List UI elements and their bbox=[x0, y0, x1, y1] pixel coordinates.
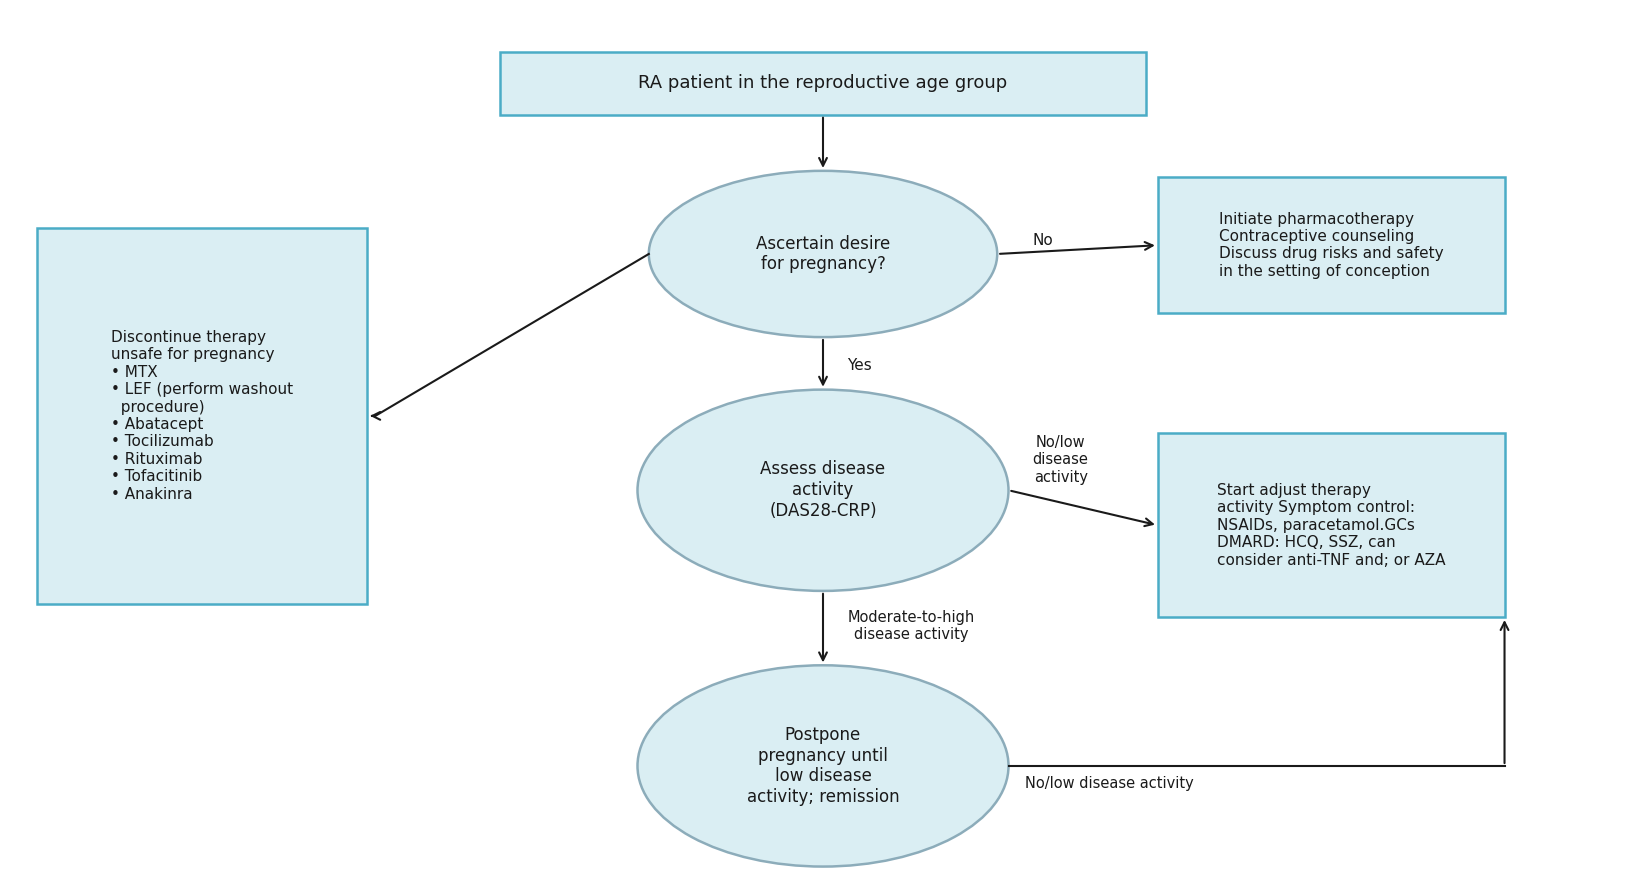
Text: No/low disease activity: No/low disease activity bbox=[1024, 776, 1193, 791]
FancyBboxPatch shape bbox=[1157, 433, 1504, 617]
Text: No/low
disease
activity: No/low disease activity bbox=[1032, 435, 1088, 485]
FancyBboxPatch shape bbox=[1157, 178, 1504, 313]
Text: Initiate pharmacotherapy
Contraceptive counseling
Discuss drug risks and safety
: Initiate pharmacotherapy Contraceptive c… bbox=[1218, 212, 1444, 279]
Text: No: No bbox=[1032, 233, 1053, 248]
Text: RA patient in the reproductive age group: RA patient in the reproductive age group bbox=[639, 74, 1007, 92]
Ellipse shape bbox=[637, 665, 1009, 866]
Text: Assess disease
activity
(DAS28-CRP): Assess disease activity (DAS28-CRP) bbox=[760, 461, 886, 520]
FancyBboxPatch shape bbox=[36, 228, 367, 604]
Text: Start adjust therapy
activity Symptom control:
NSAIDs, paracetamol.GCs
DMARD: HC: Start adjust therapy activity Symptom co… bbox=[1216, 483, 1445, 568]
Ellipse shape bbox=[637, 389, 1009, 591]
FancyBboxPatch shape bbox=[500, 52, 1146, 115]
Text: Postpone
pregnancy until
low disease
activity; remission: Postpone pregnancy until low disease act… bbox=[747, 726, 899, 806]
Text: Moderate-to-high
disease activity: Moderate-to-high disease activity bbox=[848, 610, 974, 642]
Text: Ascertain desire
for pregnancy?: Ascertain desire for pregnancy? bbox=[756, 235, 890, 273]
Ellipse shape bbox=[649, 171, 997, 337]
Text: Yes: Yes bbox=[848, 357, 872, 372]
Text: Discontinue therapy
unsafe for pregnancy
• MTX
• LEF (perform washout
  procedur: Discontinue therapy unsafe for pregnancy… bbox=[110, 330, 293, 502]
